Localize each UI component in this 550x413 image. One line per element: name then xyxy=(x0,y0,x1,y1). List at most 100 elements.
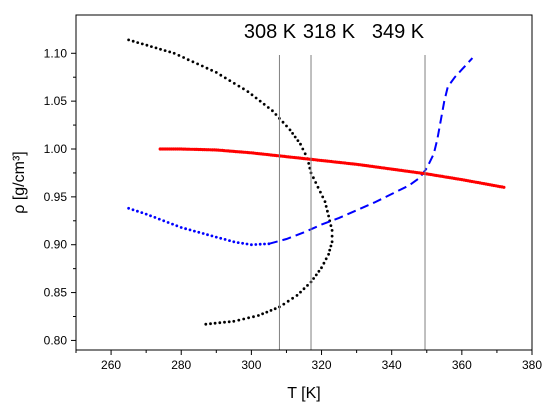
x-axis-title: T [K] xyxy=(287,385,321,402)
data-point xyxy=(241,241,245,245)
data-point xyxy=(312,277,315,280)
data-point xyxy=(329,224,333,228)
data-point xyxy=(319,190,322,194)
data-point xyxy=(144,212,148,216)
y-tick-label: 0.95 xyxy=(44,190,68,204)
data-point xyxy=(214,235,218,239)
x-tick-label: 260 xyxy=(101,358,121,372)
data-point xyxy=(263,242,266,246)
data-point xyxy=(299,142,302,146)
x-tick-label: 340 xyxy=(382,358,402,372)
data-point xyxy=(127,38,130,42)
data-point xyxy=(179,226,183,229)
data-point xyxy=(228,79,232,82)
data-point xyxy=(262,102,266,106)
data-point xyxy=(159,47,162,51)
data-point xyxy=(242,317,246,321)
x-tick-label: 360 xyxy=(452,358,472,372)
data-point xyxy=(291,296,294,300)
data-point xyxy=(184,227,188,231)
data-point xyxy=(302,287,306,291)
annotations: 308 K 318 K 349 K xyxy=(244,21,425,43)
data-point xyxy=(246,90,250,93)
data-point xyxy=(205,66,209,70)
data-point xyxy=(136,209,139,213)
data-point xyxy=(323,200,327,204)
y-axis-title: ρ [g/cm³] xyxy=(11,151,28,213)
data-point xyxy=(172,51,176,55)
data-point xyxy=(204,322,208,326)
data-point xyxy=(232,319,236,323)
y-tick-label: 1.00 xyxy=(44,142,68,156)
data-point xyxy=(200,64,204,68)
data-point xyxy=(223,320,226,324)
data-point xyxy=(171,222,174,226)
data-point xyxy=(223,76,227,80)
y-tick-label: 0.90 xyxy=(44,238,68,252)
data-point xyxy=(177,54,181,57)
data-point xyxy=(312,176,315,180)
data-point xyxy=(314,181,318,184)
data-point xyxy=(140,42,144,46)
data-point xyxy=(308,166,312,170)
data-point xyxy=(258,242,262,246)
data-point xyxy=(197,230,201,234)
data-point xyxy=(330,240,334,244)
x-tick-label: 280 xyxy=(171,358,191,372)
data-point xyxy=(293,135,297,139)
data-point xyxy=(206,233,209,237)
data-point xyxy=(329,244,333,248)
data-point xyxy=(209,322,212,326)
y-tick-label: 0.85 xyxy=(44,286,68,300)
data-point xyxy=(145,43,149,47)
y-tick-label: 1.10 xyxy=(44,46,68,60)
data-point xyxy=(296,139,300,143)
data-point xyxy=(271,109,274,113)
data-point xyxy=(252,315,255,319)
data-point xyxy=(307,162,311,165)
data-point xyxy=(242,87,245,91)
data-point xyxy=(288,128,292,132)
data-point xyxy=(213,321,217,325)
data-point xyxy=(281,120,285,124)
data-point xyxy=(136,41,140,44)
data-point xyxy=(254,96,258,100)
data-point xyxy=(127,206,130,210)
data-point xyxy=(327,252,330,256)
x-tick-label: 320 xyxy=(312,358,332,372)
data-point xyxy=(322,261,326,265)
data-point xyxy=(327,214,330,218)
temperature-annotation: 349 K xyxy=(372,21,425,43)
data-point xyxy=(291,132,294,135)
data-point xyxy=(285,124,288,128)
data-point xyxy=(154,46,158,50)
data-point xyxy=(326,209,329,213)
data-point xyxy=(163,49,167,52)
data-point xyxy=(314,273,318,277)
data-point xyxy=(193,229,196,233)
data-point xyxy=(166,221,170,224)
data-point xyxy=(274,113,278,116)
data-point xyxy=(182,56,186,59)
data-point xyxy=(324,205,328,208)
y-tick-label: 1.05 xyxy=(44,94,68,108)
data-point xyxy=(218,321,222,325)
reference-lines xyxy=(278,55,426,350)
data-point xyxy=(157,217,161,221)
data-point xyxy=(191,60,195,64)
data-point xyxy=(254,243,258,246)
data-point xyxy=(301,147,305,151)
data-point xyxy=(266,106,270,109)
data-point xyxy=(316,185,320,189)
data-point xyxy=(303,152,307,156)
data-point xyxy=(237,318,241,322)
data-point xyxy=(321,195,325,199)
data-point xyxy=(210,234,214,238)
data-point xyxy=(214,71,218,74)
series-line xyxy=(268,57,474,245)
data-point xyxy=(282,302,286,306)
data-point xyxy=(324,257,328,261)
data-point xyxy=(196,62,200,66)
data-point xyxy=(502,185,506,189)
